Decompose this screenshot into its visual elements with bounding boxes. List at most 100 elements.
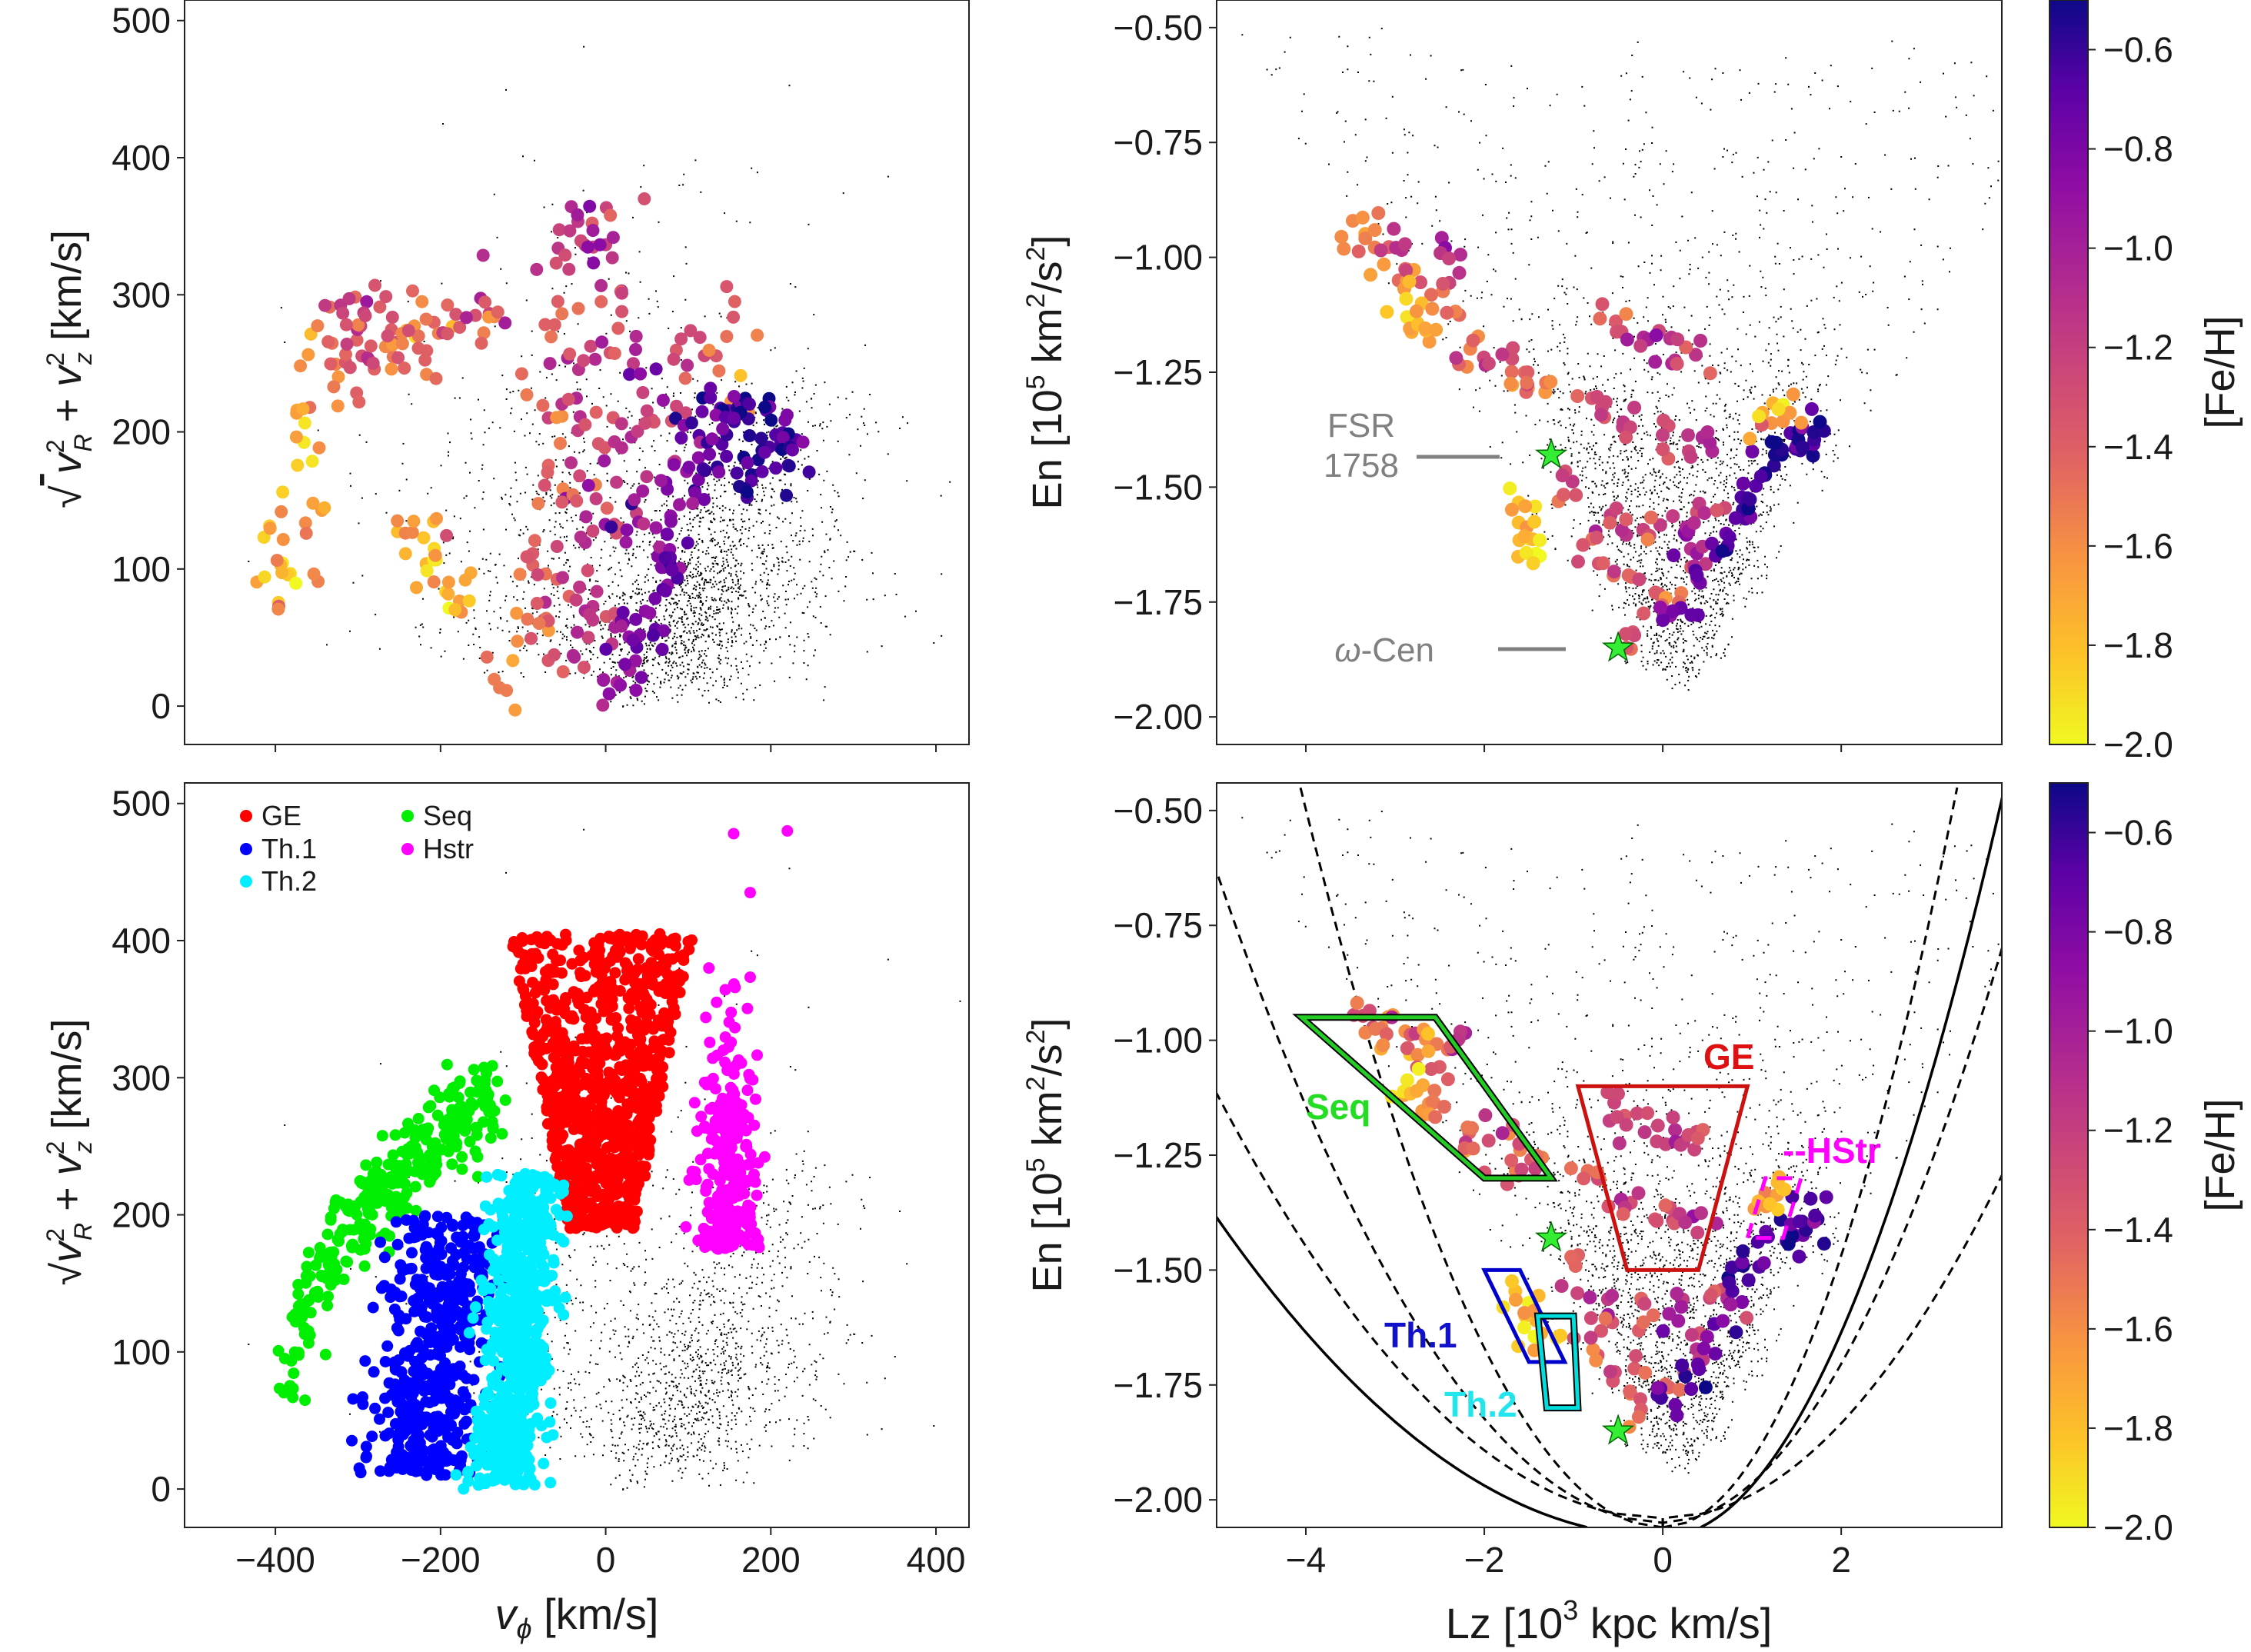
star-point	[521, 550, 535, 564]
ge-point	[601, 991, 614, 1004]
star-point	[263, 521, 277, 535]
star-point	[1377, 257, 1391, 271]
ge-point	[601, 978, 614, 991]
seq-point	[305, 1307, 317, 1319]
ge-point	[584, 1006, 597, 1018]
legend-marker	[240, 875, 252, 888]
star-point	[1675, 1358, 1690, 1373]
hstr-point	[704, 1103, 716, 1115]
th2-point	[514, 1457, 527, 1469]
star-point	[586, 224, 600, 238]
star-point	[667, 458, 681, 471]
star-point	[716, 422, 730, 436]
star-point	[1633, 1392, 1647, 1407]
th2-point	[546, 1181, 558, 1193]
star-point	[1632, 572, 1647, 587]
star-point	[358, 309, 372, 322]
star-point	[1673, 1137, 1688, 1152]
star-point	[1637, 1125, 1652, 1140]
star-point	[1627, 1361, 1642, 1376]
star-point	[480, 650, 494, 664]
colorbar-label: [Fe/H]	[2197, 315, 2243, 428]
star-point	[660, 528, 674, 541]
hstr-point	[680, 1221, 692, 1233]
ge-point	[623, 1002, 635, 1014]
star-point	[276, 485, 290, 499]
seq-point	[301, 1261, 313, 1273]
seq-point	[292, 1288, 305, 1300]
star-point	[458, 573, 472, 587]
star-point	[331, 399, 345, 413]
star-point	[1722, 530, 1737, 545]
star-point	[476, 248, 490, 262]
th2-point	[538, 1171, 551, 1183]
star-point	[636, 386, 650, 399]
ge-point	[583, 1112, 595, 1124]
star-point	[1371, 206, 1386, 220]
star-point	[1590, 531, 1604, 545]
colorbar-tick-label: −1.8	[2103, 625, 2173, 665]
th2-point	[508, 1311, 521, 1323]
th2-point	[501, 1364, 513, 1376]
seq-point	[471, 1129, 483, 1141]
ge-point	[609, 1188, 621, 1201]
star-point	[1589, 1353, 1603, 1367]
star-point	[1668, 1123, 1683, 1137]
box-labels: GE Seq --HStr Th.1 Th.2	[1306, 1037, 1881, 1424]
hstr-point	[708, 1147, 721, 1160]
star-point	[1576, 538, 1590, 552]
star-point	[730, 466, 744, 480]
seq-point	[452, 1091, 465, 1104]
th1-point	[402, 1456, 415, 1468]
y-tick-label: 300	[112, 275, 171, 315]
ge-point	[663, 1034, 675, 1046]
th1-point	[439, 1420, 451, 1432]
ge-point	[519, 962, 531, 974]
star-point	[1670, 1287, 1684, 1301]
th2-point	[524, 1244, 537, 1257]
x-tick-label: −400	[235, 1540, 315, 1580]
star-point	[720, 280, 734, 294]
star-point	[352, 395, 366, 409]
star-point	[1619, 430, 1633, 445]
th1-point	[415, 1352, 428, 1364]
star-point	[1703, 435, 1717, 450]
star-point	[681, 536, 694, 550]
hstr-point	[719, 984, 731, 996]
star-point	[306, 496, 320, 510]
star-point	[1478, 1108, 1493, 1123]
seq-point	[354, 1175, 366, 1187]
seq-point	[484, 1132, 497, 1144]
seq-point	[319, 1348, 331, 1361]
th2-point	[559, 1291, 571, 1304]
th1-point	[468, 1374, 480, 1386]
star-point	[691, 451, 705, 465]
solid-curve-left	[1217, 1214, 1588, 1527]
star-point	[1398, 237, 1412, 251]
star-marker	[1601, 631, 1635, 662]
star-point	[574, 530, 588, 544]
legend-marker	[401, 810, 414, 822]
axis-labels: √ v2R + v2z [km/s] √v2R + v2z [km/s] En …	[42, 230, 1772, 1647]
colorbar-label-text: [Fe/H]	[2197, 315, 2243, 428]
th2-point	[498, 1338, 511, 1351]
ge-point	[656, 1020, 668, 1032]
seq-point	[371, 1156, 383, 1168]
colorbar-tick-label: −1.4	[2103, 1210, 2173, 1250]
seq-point	[412, 1113, 425, 1124]
star-point	[590, 585, 604, 598]
colorbar-tick-label: −2.0	[2103, 724, 2173, 764]
star-point	[1563, 1161, 1578, 1176]
y-tick-label: −1.75	[1114, 582, 1203, 622]
ylabel-top-left: √ v2R + v2z [km/s]	[42, 230, 97, 508]
seq-point	[435, 1144, 448, 1156]
star-point	[1418, 321, 1433, 335]
seq-point	[302, 1247, 315, 1259]
star-point	[727, 310, 741, 324]
th2-point	[509, 1177, 521, 1189]
star-point	[593, 238, 607, 251]
star-point	[656, 394, 670, 407]
th2-box-label: Th.2	[1444, 1384, 1517, 1424]
star-point	[1648, 355, 1663, 369]
